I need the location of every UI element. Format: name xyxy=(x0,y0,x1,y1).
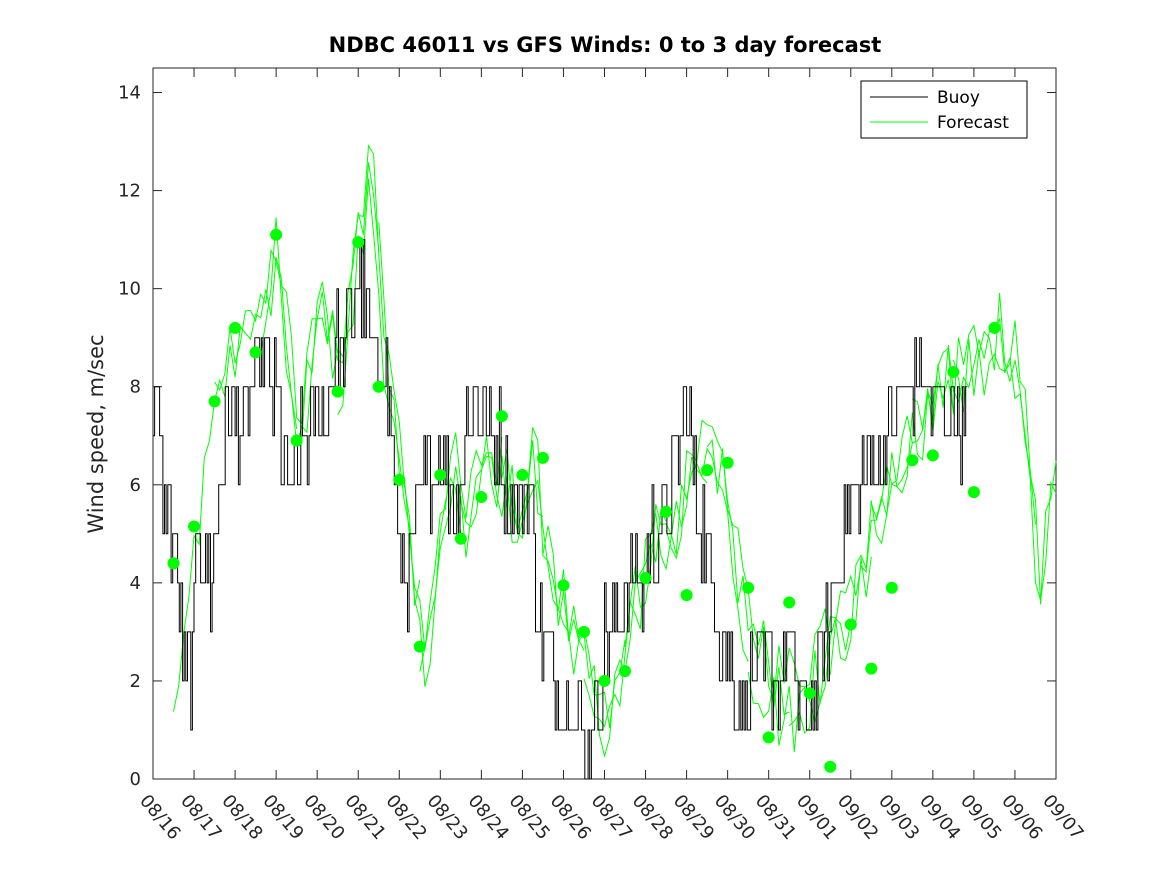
forecast-run-line xyxy=(419,436,544,672)
x-tick-label: 08/29 xyxy=(669,791,718,844)
forecast-run-line xyxy=(624,447,749,662)
forecast-marker xyxy=(208,395,221,408)
x-tick-label: 09/04 xyxy=(915,791,964,844)
y-tick-label: 6 xyxy=(130,475,141,496)
x-tick-label: 08/18 xyxy=(217,791,266,844)
forecast-marker xyxy=(619,665,632,678)
buoy-line xyxy=(153,239,968,780)
forecast-run-line xyxy=(296,144,421,606)
forecast-marker xyxy=(803,687,816,700)
forecast-marker xyxy=(865,662,878,675)
forecast-marker xyxy=(906,454,919,467)
forecast-run-line xyxy=(665,419,790,716)
forecast-marker xyxy=(188,520,201,533)
x-tick-label: 09/07 xyxy=(1038,791,1087,844)
forecast-marker xyxy=(844,618,857,631)
x-tick-label: 08/22 xyxy=(381,791,430,844)
legend: Buoy Forecast xyxy=(860,80,1028,139)
forecast-marker xyxy=(167,557,180,570)
forecast-marker xyxy=(783,596,796,609)
y-axis-label: Wind speed, m/sec xyxy=(84,334,108,533)
forecast-marker xyxy=(372,380,385,393)
y-tick-label: 12 xyxy=(118,181,141,202)
forecast-run-line xyxy=(173,257,298,712)
x-tick-label: 08/20 xyxy=(299,791,348,844)
forecast-marker xyxy=(824,760,837,773)
x-tick-label: 08/30 xyxy=(710,791,759,844)
x-tick-label: 09/06 xyxy=(997,791,1046,844)
x-tick-label: 08/27 xyxy=(587,791,636,844)
forecast-marker xyxy=(557,579,570,592)
forecast-run-line xyxy=(542,508,667,758)
legend-box xyxy=(860,80,1028,139)
forecast-series xyxy=(173,144,1057,758)
forecast-marker xyxy=(249,346,262,359)
forecast-marker xyxy=(742,581,755,594)
x-tick-label: 08/26 xyxy=(546,791,595,844)
forecast-marker xyxy=(495,410,508,423)
forecast-marker xyxy=(762,731,775,744)
forecast-markers xyxy=(167,228,1001,773)
x-tick-label: 08/16 xyxy=(135,791,184,844)
x-tick-label: 08/24 xyxy=(464,791,513,844)
y-tick-label: 8 xyxy=(130,377,141,398)
forecast-marker xyxy=(598,674,611,687)
forecast-marker xyxy=(229,321,242,334)
forecast-marker xyxy=(475,491,488,504)
y-tick-label: 14 xyxy=(118,83,141,104)
forecast-run-line xyxy=(706,438,831,700)
forecast-run-line xyxy=(993,318,1057,601)
forecast-marker xyxy=(721,456,734,469)
forecast-marker xyxy=(270,228,283,241)
forecast-marker xyxy=(701,464,714,477)
x-tick-label: 09/03 xyxy=(874,791,923,844)
y-tick-label: 10 xyxy=(118,279,141,300)
forecast-marker xyxy=(536,451,549,464)
y-tick-label: 2 xyxy=(130,671,141,692)
legend-forecast-label: Forecast xyxy=(937,113,1009,133)
forecast-run-line xyxy=(337,178,462,687)
x-tick-label: 09/02 xyxy=(833,791,882,844)
forecast-marker xyxy=(516,468,529,481)
buoy-series xyxy=(153,239,968,780)
forecast-marker xyxy=(885,581,898,594)
x-tick-label: 09/01 xyxy=(792,791,841,844)
forecast-marker xyxy=(352,236,365,249)
forecast-marker xyxy=(331,385,344,398)
forecast-marker xyxy=(290,434,303,447)
x-tick-label: 08/19 xyxy=(258,791,307,844)
forecast-marker xyxy=(988,321,1001,334)
chart-title: NDBC 46011 vs GFS Winds: 0 to 3 day fore… xyxy=(329,33,882,57)
forecast-marker xyxy=(393,473,406,486)
y-tick-label: 0 xyxy=(130,769,141,790)
forecast-marker xyxy=(660,505,673,518)
forecast-marker xyxy=(639,571,652,584)
forecast-marker xyxy=(577,625,590,638)
forecast-marker xyxy=(967,486,980,499)
x-tick-label: 08/31 xyxy=(751,791,800,844)
forecast-marker xyxy=(926,449,939,462)
forecast-marker xyxy=(413,640,426,653)
forecast-run-line xyxy=(378,222,503,650)
x-tick-label: 09/05 xyxy=(956,791,1005,844)
forecast-marker xyxy=(434,468,447,481)
legend-buoy-label: Buoy xyxy=(937,88,980,108)
x-tick-label: 08/25 xyxy=(505,791,554,844)
forecast-marker xyxy=(947,366,960,379)
x-tick-label: 08/17 xyxy=(176,791,225,844)
y-tick-label: 4 xyxy=(130,573,141,594)
forecast-marker xyxy=(680,589,693,602)
forecast-run-line xyxy=(583,462,708,728)
forecast-run-line xyxy=(255,162,380,445)
x-tick-label: 08/23 xyxy=(422,791,471,844)
x-tick-label: 08/21 xyxy=(340,791,389,844)
forecast-marker xyxy=(454,532,467,545)
x-tick-label: 08/28 xyxy=(628,791,677,844)
